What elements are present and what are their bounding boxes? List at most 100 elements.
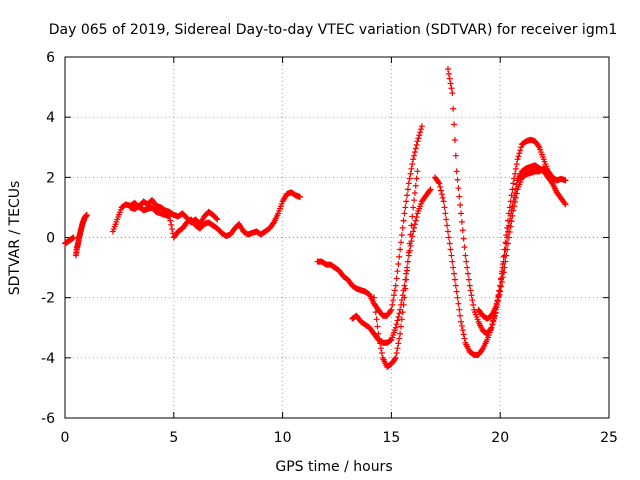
data-point bbox=[438, 187, 445, 194]
data-point bbox=[458, 218, 465, 225]
data-point bbox=[459, 327, 466, 334]
data-point bbox=[508, 192, 515, 199]
data-point bbox=[448, 85, 455, 92]
data-point bbox=[445, 234, 452, 241]
data-point bbox=[403, 270, 410, 277]
x-tick-label: 5 bbox=[169, 430, 178, 446]
data-point bbox=[403, 198, 410, 205]
grid-lines bbox=[65, 57, 609, 418]
data-point bbox=[372, 309, 379, 316]
data-point bbox=[376, 335, 383, 342]
data-point bbox=[410, 228, 417, 235]
data-point bbox=[374, 323, 381, 330]
axis-ticks bbox=[64, 56, 610, 419]
data-point bbox=[397, 246, 404, 253]
data-point bbox=[390, 297, 397, 304]
data-point bbox=[493, 300, 500, 307]
data-point bbox=[436, 180, 443, 187]
data-point bbox=[490, 318, 497, 325]
data-point bbox=[461, 244, 468, 251]
data-point bbox=[403, 276, 410, 283]
data-point bbox=[413, 141, 420, 148]
data-point bbox=[458, 318, 465, 325]
data-point bbox=[414, 168, 421, 175]
data-point bbox=[413, 175, 420, 182]
data-point bbox=[371, 301, 378, 308]
data-point bbox=[396, 310, 403, 317]
data-point bbox=[455, 185, 462, 192]
data-point bbox=[468, 292, 475, 299]
data-point bbox=[511, 175, 518, 182]
data-point bbox=[460, 235, 467, 242]
data-point bbox=[391, 356, 398, 363]
data-point bbox=[460, 331, 467, 338]
data-points bbox=[62, 66, 569, 370]
data-point bbox=[507, 198, 514, 205]
data-point bbox=[394, 317, 401, 324]
data-point bbox=[464, 264, 471, 271]
data-point bbox=[445, 70, 452, 77]
series-arc-4 bbox=[127, 189, 304, 241]
data-point bbox=[169, 226, 176, 233]
data-point bbox=[535, 143, 542, 150]
data-point bbox=[426, 187, 433, 194]
data-point bbox=[500, 253, 507, 260]
data-point bbox=[449, 90, 456, 97]
data-point bbox=[404, 258, 411, 265]
data-point bbox=[392, 324, 399, 331]
data-point bbox=[453, 288, 460, 295]
data-point bbox=[562, 177, 569, 184]
data-point bbox=[510, 180, 517, 187]
y-tick-label: -4 bbox=[41, 351, 55, 367]
data-point bbox=[373, 316, 380, 323]
data-point bbox=[395, 340, 402, 347]
data-point bbox=[509, 186, 516, 193]
data-point bbox=[505, 217, 512, 224]
y-tick-label: 0 bbox=[46, 231, 55, 247]
data-point bbox=[509, 212, 516, 219]
data-point bbox=[458, 322, 465, 329]
data-point bbox=[512, 194, 519, 201]
data-point bbox=[492, 303, 499, 310]
x-tick-labels: 0 5 10 15 20 25 bbox=[61, 430, 618, 446]
chart-title: Day 065 of 2019, Sidereal Day-to-day VTE… bbox=[49, 22, 618, 38]
data-point bbox=[167, 217, 174, 224]
data-point bbox=[489, 321, 496, 328]
data-point bbox=[398, 316, 405, 323]
data-point bbox=[406, 240, 413, 247]
data-point bbox=[377, 340, 384, 347]
data-point bbox=[404, 192, 411, 199]
data-point bbox=[514, 156, 521, 163]
data-point bbox=[451, 137, 458, 144]
data-point bbox=[409, 213, 416, 220]
data-point bbox=[402, 285, 409, 292]
data-point bbox=[408, 165, 415, 172]
data-point bbox=[408, 222, 415, 229]
data-point bbox=[467, 287, 474, 294]
data-point bbox=[462, 252, 469, 259]
series-arc-2 bbox=[72, 211, 90, 259]
data-point bbox=[501, 264, 508, 271]
data-point bbox=[444, 222, 451, 229]
data-point bbox=[397, 239, 404, 246]
data-point bbox=[213, 215, 220, 222]
data-point bbox=[392, 354, 399, 361]
data-point bbox=[405, 180, 412, 187]
data-point bbox=[502, 258, 509, 265]
data-point bbox=[397, 330, 404, 337]
data-point bbox=[505, 240, 512, 247]
data-point bbox=[515, 153, 522, 160]
data-point bbox=[411, 221, 418, 228]
data-point bbox=[478, 347, 485, 354]
data-point bbox=[395, 260, 402, 267]
data-point bbox=[400, 301, 407, 308]
series-arc-1 bbox=[62, 234, 77, 247]
data-point bbox=[459, 227, 466, 234]
data-point bbox=[400, 217, 407, 224]
y-tick-label: -6 bbox=[41, 411, 55, 427]
data-point bbox=[441, 204, 448, 211]
series-arc-9 bbox=[444, 66, 569, 337]
data-point bbox=[458, 210, 465, 217]
data-point bbox=[444, 66, 451, 73]
data-point bbox=[404, 267, 411, 274]
